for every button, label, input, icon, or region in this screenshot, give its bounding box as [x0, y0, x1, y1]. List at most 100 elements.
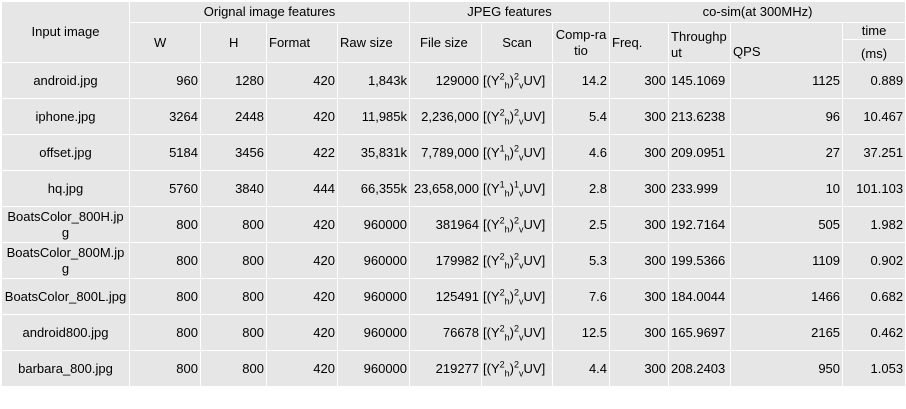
cell-raw-size: 35,831k: [336, 134, 411, 171]
cell-time: 0.889: [842, 62, 906, 99]
cell-qps: 96: [730, 98, 844, 135]
cell-format: 420: [266, 314, 338, 351]
header-group-jpeg: JPEG features: [409, 1, 611, 23]
cell-image: android800.jpg: [1, 314, 130, 351]
cell-qps: 950: [730, 350, 844, 387]
cell-image: BoatsColor_800L.jpg: [1, 278, 130, 315]
cell-comp-ratio: 4.4: [552, 350, 611, 387]
cell-w: 800: [129, 314, 201, 351]
cell-file-size: 2,236,000: [409, 98, 483, 135]
header-raw-size: Raw size: [336, 22, 411, 63]
cell-raw-size: 960000: [336, 242, 411, 279]
cell-scan: [(Y2h)2vUV]: [481, 314, 554, 351]
table-row: barbara_800.jpg 800 800 420 960000 219277 [(Y2…: [1, 350, 906, 387]
table-row: iphone.jpg 3264 2448 420 11,985k 2,236,000 [(Y…: [1, 98, 906, 135]
cell-comp-ratio: 4.6: [552, 134, 611, 171]
cell-raw-size: 960000: [336, 278, 411, 315]
cell-qps: 2165: [730, 314, 844, 351]
cell-raw-size: 960000: [336, 350, 411, 387]
jpeg-results-table: Input image Orignal image features JPEG …: [1, 1, 906, 387]
cell-h: 800: [200, 314, 267, 351]
cell-time: 0.682: [842, 278, 906, 315]
cell-freq: 300: [609, 62, 670, 99]
cell-h: 800: [200, 206, 267, 243]
cell-image: iphone.jpg: [1, 98, 130, 135]
cell-w: 800: [129, 242, 201, 279]
cell-w: 800: [129, 350, 201, 387]
header-row-groups: Input image Orignal image features JPEG …: [1, 1, 906, 63]
cell-time: 101.103: [842, 170, 906, 207]
header-h: H: [200, 22, 267, 63]
table-row: offset.jpg 5184 3456 422 35,831k 7,789,000 [(Y…: [1, 134, 906, 171]
cell-file-size: 23,658,000: [409, 170, 483, 207]
cell-h: 3840: [200, 170, 267, 207]
header-format: Format: [266, 22, 338, 63]
cell-freq: 300: [609, 170, 670, 207]
header-qps: QPS: [730, 22, 844, 63]
cell-h: 3456: [200, 134, 267, 171]
cell-raw-size: 1,843k: [336, 62, 411, 99]
cell-image: barbara_800.jpg: [1, 350, 130, 387]
cell-throughput: 199.5366: [668, 242, 732, 279]
cell-time: 0.462: [842, 314, 906, 351]
cell-w: 5760: [129, 170, 201, 207]
cell-time: 1.982: [842, 206, 906, 243]
cell-comp-ratio: 7.6: [552, 278, 611, 315]
table-row: BoatsColor_800M.jpg 800 800 420 960000 179982…: [1, 242, 906, 279]
cell-qps: 505: [730, 206, 844, 243]
table-row: hq.jpg 5760 3840 444 66,355k 23,658,000 [(Y1h)…: [1, 170, 906, 207]
cell-format: 420: [266, 278, 338, 315]
cell-scan: [(Y2h)2vUV]: [481, 206, 554, 243]
cell-comp-ratio: 5.3: [552, 242, 611, 279]
cell-comp-ratio: 2.5: [552, 206, 611, 243]
cell-qps: 1125: [730, 62, 844, 99]
cell-comp-ratio: 14.2: [552, 62, 611, 99]
table-row: BoatsColor_800L.jpg 800 800 420 960000 125491…: [1, 278, 906, 315]
cell-throughput: 209.0951: [668, 134, 732, 171]
cell-scan: [(Y2h)2vUV]: [481, 278, 554, 315]
cell-scan: [(Y1h)2vUV]: [481, 134, 554, 171]
cell-image: offset.jpg: [1, 134, 130, 171]
cell-format: 420: [266, 350, 338, 387]
header-time-label: time: [843, 24, 905, 40]
header-group-original: Orignal image features: [128, 1, 411, 23]
cell-comp-ratio: 5.4: [552, 98, 611, 135]
cell-image: BoatsColor_800H.jpg: [1, 206, 130, 243]
cell-freq: 300: [609, 350, 670, 387]
table-row: BoatsColor_800H.jpg 800 800 420 960000 381964…: [1, 206, 906, 243]
cell-format: 420: [266, 242, 338, 279]
cell-time: 10.467: [842, 98, 906, 135]
cell-file-size: 381964: [409, 206, 483, 243]
cell-qps: 10: [730, 170, 844, 207]
cell-raw-size: 66,355k: [336, 170, 411, 207]
cell-scan: [(Y2h)2vUV]: [481, 350, 554, 387]
cell-w: 960: [129, 62, 201, 99]
cell-file-size: 7,789,000: [409, 134, 483, 171]
header-file-size: File size: [409, 22, 483, 63]
cell-w: 3264: [129, 98, 201, 135]
cell-file-size: 179982: [409, 242, 483, 279]
cell-w: 800: [129, 278, 201, 315]
cell-file-size: 219277: [409, 350, 483, 387]
cell-qps: 27: [730, 134, 844, 171]
cell-freq: 300: [609, 206, 670, 243]
cell-image: BoatsColor_800M.jpg: [1, 242, 130, 279]
header-freq: Freq.: [609, 22, 670, 63]
cell-w: 800: [129, 206, 201, 243]
cell-raw-size: 11,985k: [336, 98, 411, 135]
cell-throughput: 165.9697: [668, 314, 732, 351]
cell-qps: 1109: [730, 242, 844, 279]
cell-scan: [(Y2h)2vUV]: [481, 242, 554, 279]
cell-freq: 300: [609, 242, 670, 279]
cell-h: 800: [200, 350, 267, 387]
header-time-unit: (ms): [861, 46, 888, 61]
cell-h: 800: [200, 242, 267, 279]
cell-format: 422: [266, 134, 338, 171]
cell-h: 800: [200, 278, 267, 315]
header-time: time (ms): [842, 22, 906, 63]
cell-format: 444: [266, 170, 338, 207]
cell-throughput: 208.2403: [668, 350, 732, 387]
header-group-cosim: co-sim(at 300MHz): [609, 1, 906, 23]
table-row: android800.jpg 800 800 420 960000 76678 [(Y2h)…: [1, 314, 906, 351]
cell-throughput: 213.6238: [668, 98, 732, 135]
